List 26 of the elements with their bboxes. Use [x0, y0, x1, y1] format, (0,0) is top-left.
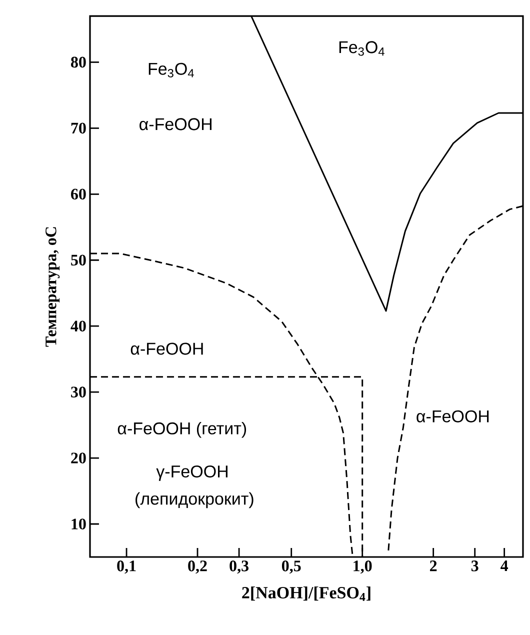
x-tick-label: 1,0 — [354, 560, 372, 574]
y-tick-label: 40 — [70, 320, 86, 332]
annotation: α-FeOOH — [130, 342, 203, 355]
x-axis-title: 2[NaOH]/[FeSO$_{4}$] — [242, 586, 370, 601]
x-tick-label: 0,5 — [282, 560, 301, 574]
y-tick-label: 20 — [71, 452, 86, 464]
annotation: α-FeOOH — [140, 118, 212, 130]
annotation: Fe$_{3}$O$_{4}$ — [148, 62, 194, 78]
annotation: α-FeOOH — [416, 410, 489, 422]
annotation: Fe$_{3}$O$_{4}$ — [339, 41, 384, 56]
y-tick-label: 80 — [70, 56, 86, 68]
x-tick-label: 3 — [471, 560, 478, 572]
y-tick-label: 10 — [72, 518, 86, 530]
annotation: α-FeOOH (гетит) — [118, 422, 246, 438]
y-tick-label: 30 — [71, 386, 86, 398]
x-tick-label: 0,3 — [230, 560, 248, 574]
x-tick-label: 0,2 — [188, 560, 207, 574]
annotation: (лепидокрокит) — [136, 492, 254, 508]
x-tick-label: 0,1 — [117, 560, 136, 574]
y-tick-label: 70 — [71, 122, 86, 134]
x-tick-label: 2 — [430, 560, 437, 572]
x-tick-label: 4 — [500, 560, 508, 572]
y-tick-label: 50 — [71, 254, 86, 266]
y-axis-title: Температура, оС — [46, 227, 60, 347]
annotation: γ-FeOOH — [156, 465, 228, 481]
y-tick-label: 60 — [71, 188, 86, 200]
